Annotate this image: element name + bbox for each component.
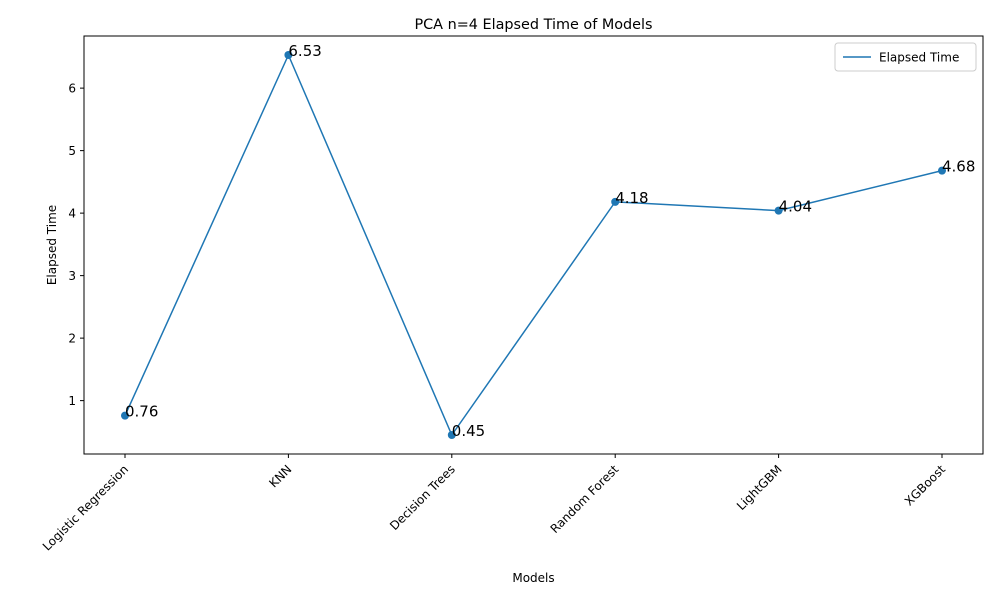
data-label: 4.68 — [942, 158, 975, 176]
x-axis-label: Models — [512, 571, 554, 585]
data-point — [447, 431, 456, 439]
data-label: 0.45 — [452, 422, 485, 440]
legend: Elapsed Time — [834, 42, 977, 72]
data-label: 0.76 — [125, 403, 158, 421]
legend-box — [834, 42, 977, 72]
y-tick-label: 4 — [68, 206, 76, 220]
y-tick-label: 5 — [68, 144, 76, 158]
y-tick-label: 1 — [68, 394, 76, 408]
data-label: 4.04 — [779, 198, 812, 216]
y-tick-label: 6 — [68, 81, 76, 95]
y-tick-label: 3 — [68, 269, 76, 283]
series-line — [124, 54, 943, 436]
data-label: 4.18 — [615, 189, 648, 207]
data-point — [611, 197, 620, 206]
y-axis: 1 2 3 4 5 6 — [68, 81, 84, 408]
y-tick-label: 2 — [68, 331, 76, 345]
data-point — [284, 51, 293, 59]
plot-frame — [83, 35, 984, 455]
chart-title: PCA n=4 Elapsed Time of Models — [414, 17, 652, 33]
plot-area: 0.76 6.53 0.45 4.18 4.04 4.68 — [121, 42, 975, 440]
y-axis-label: Elapsed Time — [45, 205, 59, 285]
data-label: 6.53 — [288, 42, 321, 60]
data-point — [938, 166, 946, 175]
data-point — [774, 206, 783, 215]
legend-label: Elapsed Time — [879, 51, 959, 65]
data-point — [121, 411, 129, 420]
